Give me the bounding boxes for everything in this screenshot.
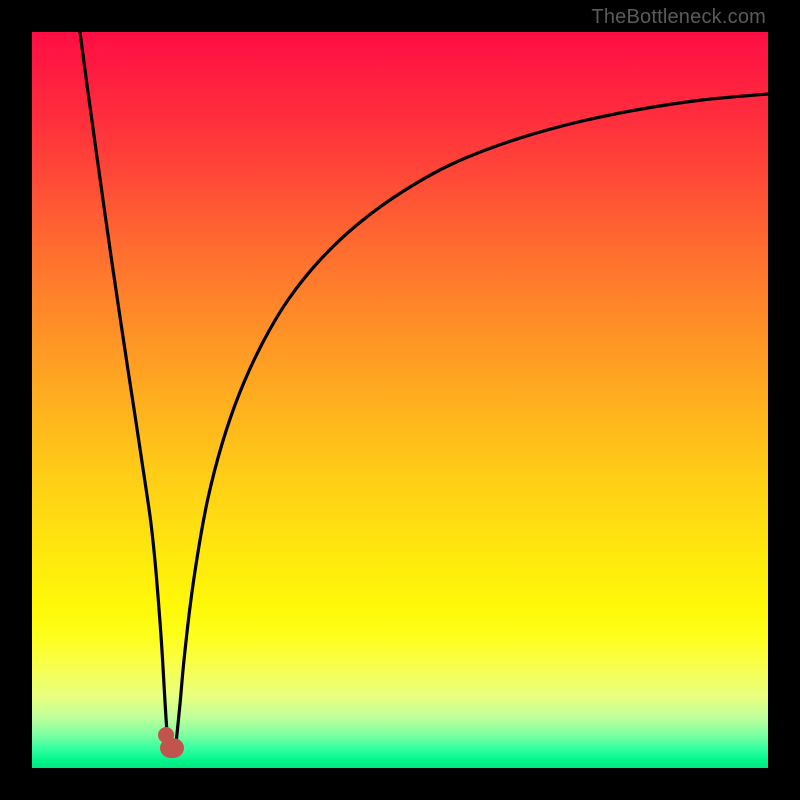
bottleneck-chart bbox=[32, 32, 768, 768]
frame-border-bottom bbox=[0, 768, 800, 800]
frame-border-left bbox=[0, 0, 32, 800]
frame-border-right bbox=[768, 0, 800, 800]
chart-background bbox=[32, 32, 768, 768]
chart-svg bbox=[32, 32, 768, 768]
watermark-text: TheBottleneck.com bbox=[591, 6, 766, 29]
